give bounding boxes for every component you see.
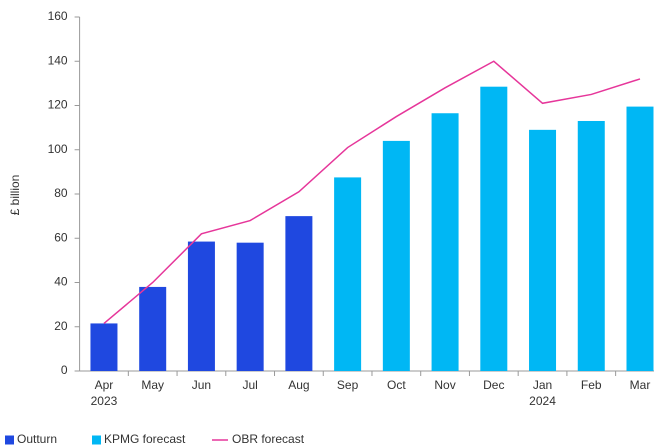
- bar: [529, 129, 557, 371]
- legend-swatch: [92, 435, 101, 445]
- bar: [187, 241, 215, 371]
- y-tick-label: 140: [48, 53, 68, 67]
- x-tick-label: Jul: [242, 378, 257, 392]
- x-tick-label: Apr: [95, 378, 114, 392]
- bar: [626, 106, 654, 371]
- y-tick-label: 20: [54, 319, 68, 333]
- y-tick-label: 60: [54, 230, 68, 244]
- bar: [285, 216, 313, 371]
- x-tick-year: 2023: [91, 394, 118, 408]
- line: [103, 60, 641, 325]
- x-tick-year: 2024: [529, 394, 556, 408]
- y-tick-label: 120: [48, 98, 68, 112]
- x-tick-label: Aug: [288, 378, 309, 392]
- y-tick-label: 160: [48, 9, 68, 23]
- bar: [431, 113, 459, 372]
- x-tick-label: Oct: [387, 378, 406, 392]
- bar: [577, 120, 605, 371]
- y-tick-label: 80: [54, 186, 68, 200]
- y-tick-label: 100: [48, 142, 68, 156]
- x-tick-label: Dec: [483, 378, 504, 392]
- x-tick-label: Jun: [192, 378, 211, 392]
- x-tick-label: Mar: [630, 378, 651, 392]
- x-tick-label: May: [141, 378, 164, 392]
- legend-label: Outturn: [17, 432, 57, 446]
- x-tick-label: Feb: [581, 378, 602, 392]
- bar: [480, 86, 508, 371]
- legend-label: OBR forecast: [232, 432, 305, 446]
- x-tick-label: Jan: [533, 378, 552, 392]
- bar: [334, 177, 362, 371]
- y-tick-label: 0: [61, 363, 68, 377]
- x-tick-label: Nov: [434, 378, 455, 392]
- bar: [382, 140, 410, 371]
- legend-label: KPMG forecast: [104, 432, 186, 446]
- bar: [90, 323, 118, 371]
- y-tick-label: 40: [54, 275, 68, 289]
- bar: [139, 286, 167, 371]
- legend-swatch: [5, 435, 14, 445]
- bar: [236, 242, 264, 371]
- x-tick-label: Sep: [337, 378, 359, 392]
- y-axis-label: £ billion: [8, 175, 22, 216]
